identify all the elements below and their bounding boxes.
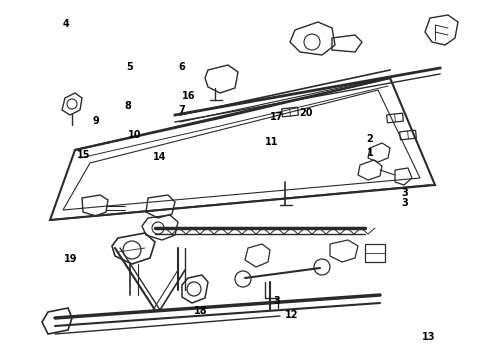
Text: 10: 10 <box>128 130 142 140</box>
Text: 3: 3 <box>273 296 280 306</box>
Text: 9: 9 <box>92 116 99 126</box>
Text: 18: 18 <box>194 306 208 316</box>
Text: 3: 3 <box>401 188 408 198</box>
Text: 11: 11 <box>265 137 279 147</box>
Text: 19: 19 <box>64 254 78 264</box>
Text: 7: 7 <box>178 105 185 115</box>
Text: 8: 8 <box>124 101 131 111</box>
Text: 15: 15 <box>76 150 90 160</box>
Text: 2: 2 <box>367 134 373 144</box>
Text: 4: 4 <box>63 19 70 30</box>
Text: 20: 20 <box>299 108 313 118</box>
Text: 14: 14 <box>152 152 166 162</box>
Text: 6: 6 <box>178 62 185 72</box>
Text: 5: 5 <box>126 62 133 72</box>
Text: 12: 12 <box>285 310 298 320</box>
Text: 16: 16 <box>182 91 196 102</box>
Text: 17: 17 <box>270 112 284 122</box>
Text: 1: 1 <box>367 148 373 158</box>
Text: 13: 13 <box>422 332 436 342</box>
Text: 3: 3 <box>401 198 408 208</box>
